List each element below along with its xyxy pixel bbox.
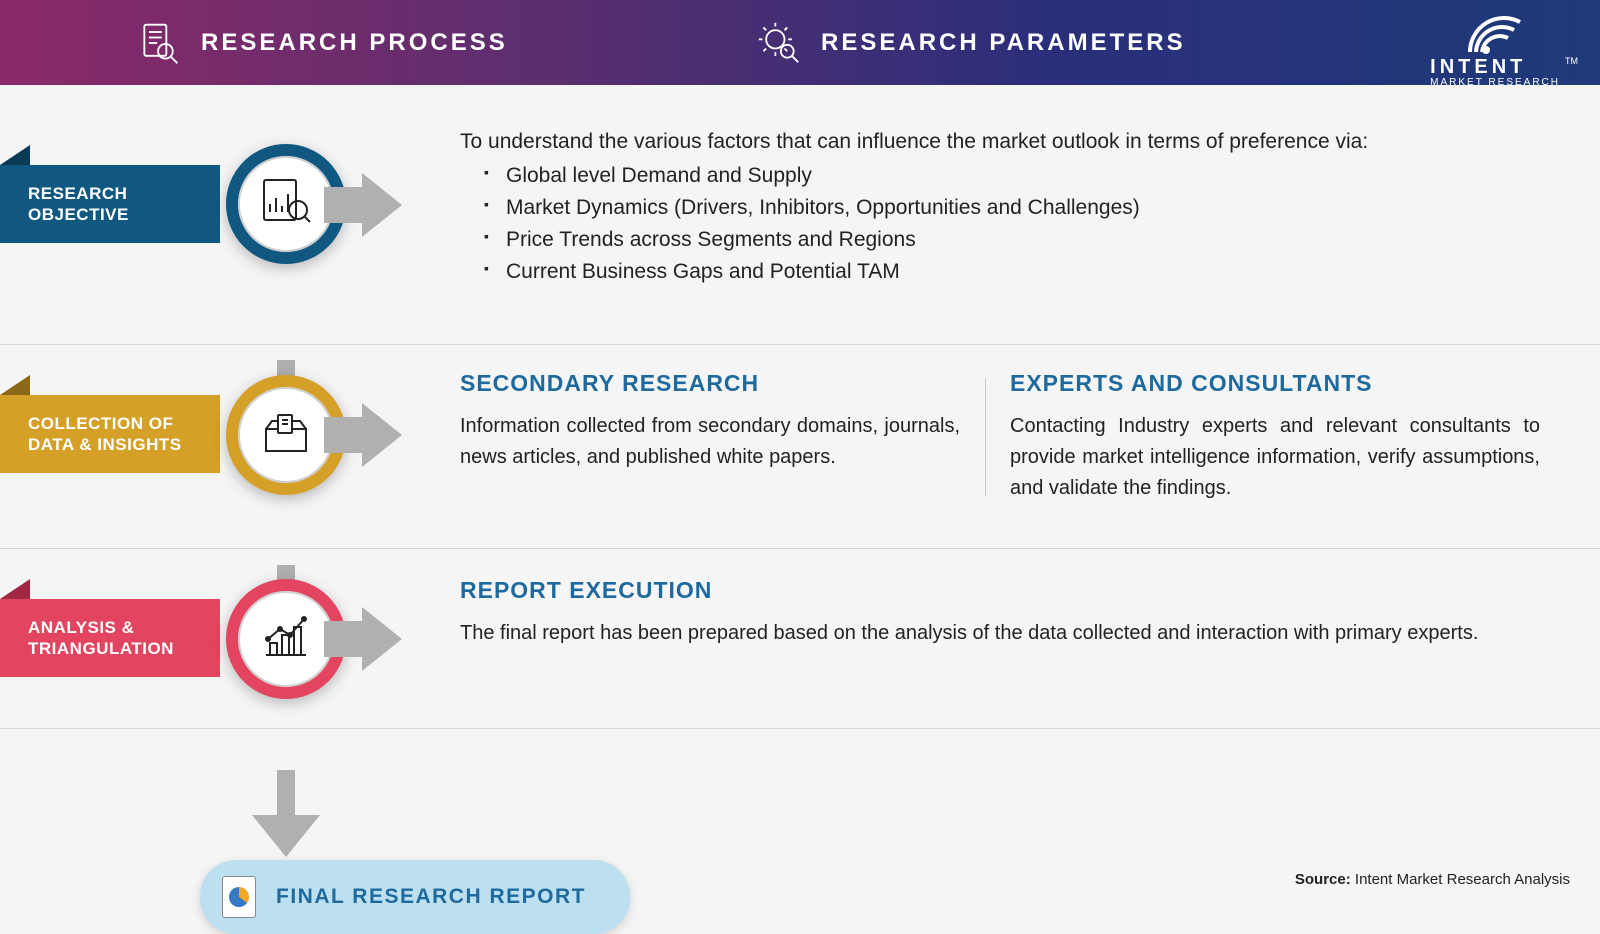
step1-intro: To understand the various factors that c… <box>460 130 1540 154</box>
section-title: REPORT EXECUTION <box>460 577 1540 604</box>
ribbon-label: ANALYSIS & TRIANGULATION <box>0 599 220 677</box>
content-area: RESEARCH OBJECTIVE To understand the var… <box>0 85 1600 729</box>
step-analysis-triangulation: ANALYSIS & TRIANGULATION REPORT <box>0 549 1600 729</box>
source-text: Intent Market Research Analysis <box>1351 871 1570 888</box>
section-title: SECONDARY RESEARCH <box>460 370 960 397</box>
ribbon-text: COLLECTION OF DATA & INSIGHTS <box>28 413 220 456</box>
source-label: Source: <box>1295 871 1351 888</box>
header-parameters-title: RESEARCH PARAMETERS <box>821 29 1186 57</box>
logo-tm: TM <box>1565 56 1578 66</box>
arrow-down-icon <box>252 815 320 857</box>
arrow-right-icon <box>362 403 402 467</box>
ribbon-label: RESEARCH OBJECTIVE <box>0 165 220 243</box>
source-attribution: Source: Intent Market Research Analysis <box>1295 871 1570 888</box>
section-body: The final report has been prepared based… <box>460 618 1540 649</box>
header-process: RESEARCH PROCESS <box>135 19 508 67</box>
section-body: Contacting Industry experts and relevant… <box>1010 411 1540 504</box>
ribbon-text: ANALYSIS & TRIANGULATION <box>28 617 220 660</box>
section-title: EXPERTS AND CONSULTANTS <box>1010 370 1540 397</box>
pie-doc-icon <box>222 876 256 918</box>
chart-search-icon <box>258 174 314 235</box>
header-bar: RESEARCH PROCESS RESEARCH PARAMETERS INT… <box>0 0 1600 85</box>
final-report-pill: FINAL RESEARCH REPORT <box>200 860 630 934</box>
bar-trend-icon <box>258 609 314 670</box>
step-data-collection: COLLECTION OF DATA & INSIGHTS SECONDARY … <box>0 345 1600 549</box>
header-parameters: RESEARCH PARAMETERS <box>755 19 1186 67</box>
brand-logo: INTENT TM MARKET RESEARCH <box>1430 12 1560 88</box>
briefcase-docs-icon <box>258 405 314 466</box>
logo-arcs-icon <box>1464 12 1526 54</box>
ribbon-label: COLLECTION OF DATA & INSIGHTS <box>0 395 220 473</box>
document-search-icon <box>135 19 183 67</box>
section-body: Information collected from secondary dom… <box>460 411 960 473</box>
bullet-item: Market Dynamics (Drivers, Inhibitors, Op… <box>484 196 1540 220</box>
bullet-item: Global level Demand and Supply <box>484 164 1540 188</box>
connector-line <box>277 770 295 815</box>
arrow-right-icon <box>362 173 402 237</box>
secondary-research-col: SECONDARY RESEARCH Information collected… <box>460 370 960 504</box>
arrow-right-icon <box>362 607 402 671</box>
gear-search-icon <box>755 19 803 67</box>
logo-text: INTENT <box>1430 56 1560 79</box>
header-process-title: RESEARCH PROCESS <box>201 29 508 57</box>
bullet-item: Current Business Gaps and Potential TAM <box>484 260 1540 284</box>
experts-consultants-col: EXPERTS AND CONSULTANTS Contacting Indus… <box>1010 370 1540 504</box>
step1-bullets: Global level Demand and Supply Market Dy… <box>460 164 1540 284</box>
ribbon-text: RESEARCH OBJECTIVE <box>28 183 220 226</box>
final-report-label: FINAL RESEARCH REPORT <box>276 885 586 909</box>
bullet-item: Price Trends across Segments and Regions <box>484 228 1540 252</box>
step-research-objective: RESEARCH OBJECTIVE To understand the var… <box>0 120 1600 345</box>
